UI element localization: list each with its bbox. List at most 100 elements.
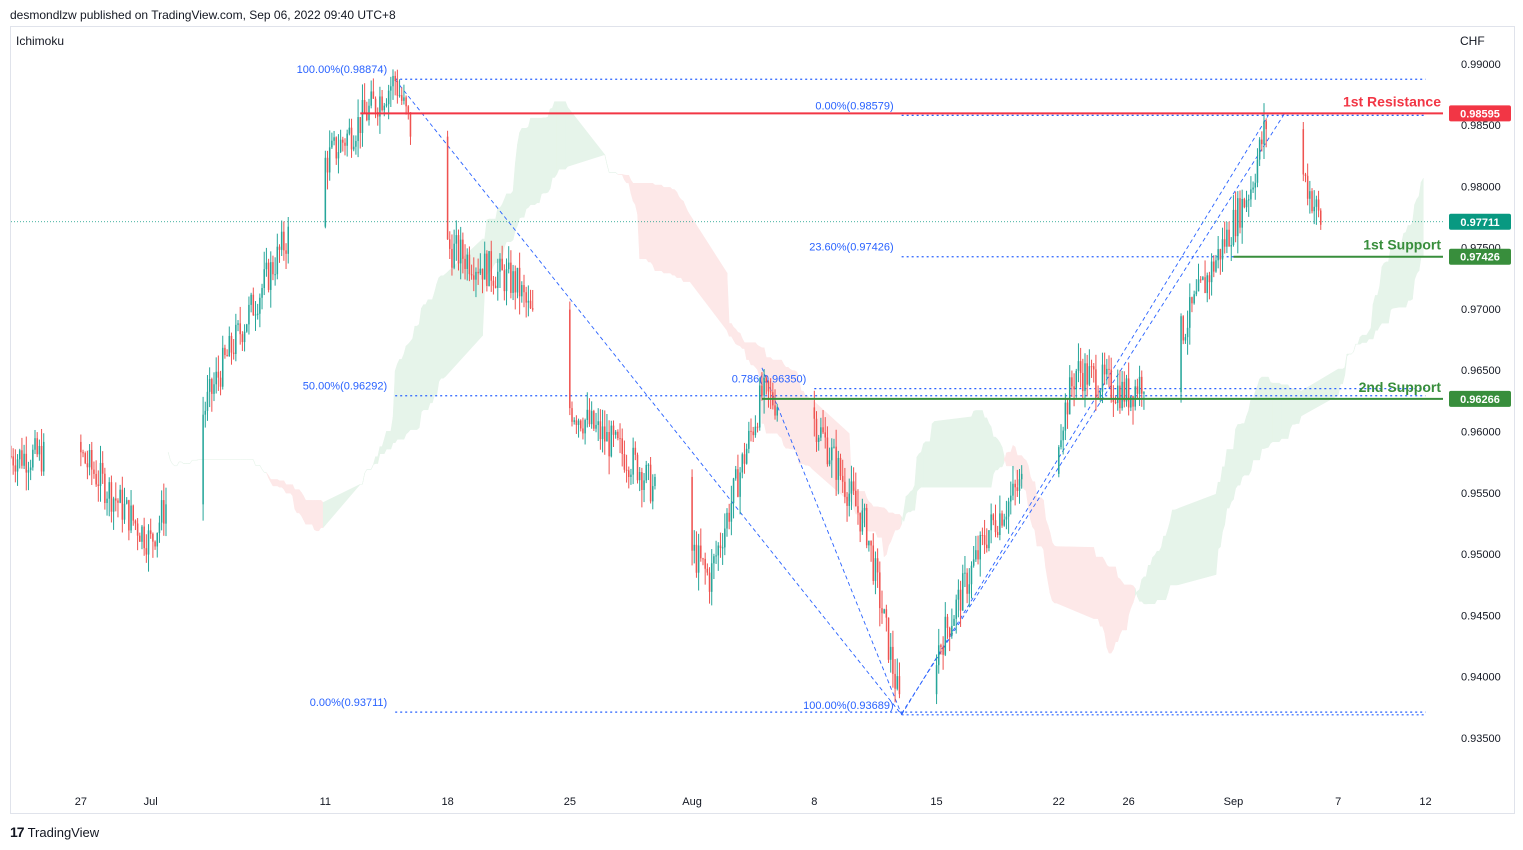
candle-body [972, 559, 975, 566]
candle-body [208, 379, 211, 392]
price-tick-label: 0.95000 [1461, 549, 1501, 561]
cloud-segment [873, 506, 876, 532]
candle-body [490, 251, 493, 281]
candle-body [1250, 189, 1252, 200]
candle-body [846, 496, 848, 506]
candle-body [743, 454, 746, 464]
candle-body [961, 573, 964, 611]
indicator-label[interactable]: Ichimoku [16, 34, 65, 48]
cloud-segment [1416, 195, 1420, 275]
cloud-segment [676, 191, 680, 278]
cloud-segment [316, 500, 320, 532]
cloud-segment [434, 284, 437, 396]
cloud-segment [1178, 493, 1217, 585]
candle-body [1197, 279, 1200, 292]
candle-body [632, 447, 634, 475]
cloud-segment [641, 183, 645, 260]
candle-body [623, 454, 626, 470]
cloud-segment [1255, 386, 1258, 461]
candle-body [82, 452, 84, 454]
candle-body [123, 503, 126, 520]
candle-body [326, 157, 329, 173]
candle-body [221, 347, 224, 387]
candle-body [994, 520, 997, 533]
cloud-segment [532, 117, 536, 205]
cloud-segment [1394, 246, 1398, 309]
candle-body [468, 254, 471, 275]
cloud-segment [890, 512, 894, 542]
candle-body [597, 421, 599, 425]
cloud-segment [728, 323, 732, 337]
candle-body [1230, 245, 1233, 247]
candle-body [398, 95, 401, 97]
candle-body [708, 572, 711, 592]
candle-body [101, 462, 104, 474]
cloud-segment [918, 451, 922, 490]
candle-body [117, 500, 119, 503]
candle-body [579, 420, 582, 429]
cloud-segment [1172, 509, 1175, 586]
cloud-segment [1156, 550, 1160, 601]
candle-body [634, 447, 637, 455]
cloud-segment [440, 275, 444, 379]
candle-body [1127, 378, 1130, 408]
cloud-segment [678, 196, 682, 278]
cloud-segment [901, 510, 905, 525]
candle-body [1309, 191, 1311, 199]
cloud-segment [1163, 535, 1167, 601]
cloud-segment [1117, 577, 1121, 642]
cloud-segment [798, 379, 802, 465]
level-price-tag-bg [1449, 248, 1511, 265]
footer-brand[interactable]: 17 TradingView [10, 824, 99, 840]
candle-body [654, 476, 656, 487]
candle-body [525, 292, 527, 303]
candle-body [1060, 440, 1062, 448]
candle-body [497, 271, 499, 288]
candle-body [106, 498, 108, 504]
candle-body [453, 243, 455, 268]
cloud-segment [403, 345, 407, 440]
cloud-segment [493, 218, 496, 267]
cloud-segment [549, 107, 553, 189]
cloud-segment [1337, 368, 1341, 396]
cloud-segment [442, 273, 446, 379]
cloud-segment [1248, 398, 1252, 476]
cloud-segment [1353, 344, 1356, 352]
cloud-segment [921, 443, 924, 488]
candle-body [1140, 376, 1143, 394]
cloud-segment [495, 207, 499, 264]
cloud-segment [543, 117, 547, 194]
candle-body [1217, 249, 1219, 261]
candle-body [584, 420, 586, 434]
candle-body [1234, 209, 1237, 237]
candlestick-chart[interactable]: 100.00%(0.98874) 50.00%(0.96292) 0.00%(0.9… [11, 27, 1516, 815]
candle-body [119, 489, 121, 503]
cloud-segment [167, 452, 171, 461]
price-tick-label: 0.98500 [1461, 120, 1501, 132]
cloud-segment [630, 179, 634, 202]
cloud-segment [528, 118, 531, 209]
cloud-segment [362, 473, 365, 485]
cloud-segment [266, 472, 269, 478]
cloud-segment [910, 489, 913, 513]
time-tick-label: 15 [930, 796, 942, 808]
candle-body [715, 555, 717, 557]
candle-body [1058, 447, 1060, 474]
candle-body [18, 450, 21, 460]
candle-body [964, 572, 966, 574]
candle-body [224, 347, 226, 356]
cloud-segment [626, 175, 630, 184]
candle-body [739, 472, 741, 497]
candle-body [1304, 174, 1307, 176]
candle-body [139, 535, 141, 542]
candles [11, 69, 1322, 705]
candle-body [745, 448, 748, 464]
cloud-segment [604, 154, 608, 165]
cloud-segment [1006, 451, 1009, 467]
cloud-segment [807, 395, 811, 467]
candle-body [975, 550, 977, 560]
fib-trend-line [901, 111, 1287, 714]
candle-body [1012, 483, 1014, 496]
candle-body [1116, 385, 1119, 403]
cloud-segment [659, 184, 662, 271]
